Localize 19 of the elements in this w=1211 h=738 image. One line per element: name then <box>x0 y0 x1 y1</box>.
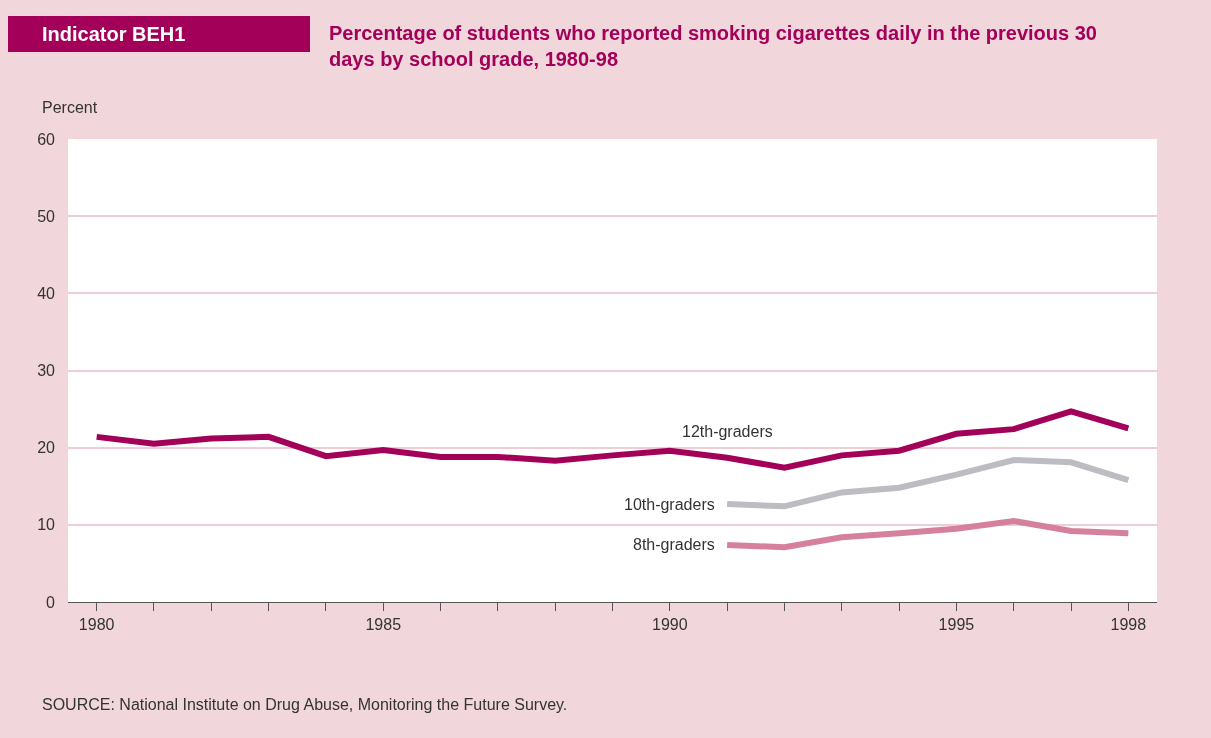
x-tick-label: 1998 <box>1110 616 1147 634</box>
y-tick-label: 40 <box>37 284 56 302</box>
y-tick-label: 20 <box>37 439 56 457</box>
y-tick-label: 50 <box>37 207 56 225</box>
y-tick-label: 10 <box>37 516 56 534</box>
y-axis-title: Percent <box>42 99 98 116</box>
series-label: 8th-graders <box>633 536 715 553</box>
chart-title: Percentage of students who reported smoking cigarettes daily in the previous 30 days by school grade, 1980-98 <box>329 22 1097 70</box>
series-label: 10th-graders <box>624 496 715 513</box>
x-tick-label: 1995 <box>938 616 975 634</box>
y-tick-label: 60 <box>37 130 56 148</box>
x-tick-label: 1985 <box>365 616 402 634</box>
x-tick-label: 1990 <box>652 616 688 634</box>
source-note: SOURCE: National Institute on Drug Abuse, Monitoring the Future Survey. <box>42 696 568 713</box>
x-tick-label: 1980 <box>78 616 115 634</box>
y-tick-label: 0 <box>46 593 56 611</box>
series-label: 12th-graders <box>682 423 773 440</box>
y-tick-label: 30 <box>37 362 56 380</box>
text: Indicator BEH1 <box>42 23 186 45</box>
